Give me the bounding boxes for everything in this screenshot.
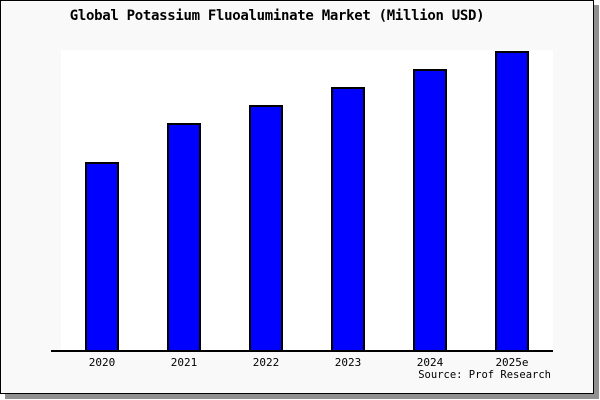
chart-title: Global Potassium Fluoaluminate Market (M… xyxy=(69,8,485,24)
bar-2020 xyxy=(85,162,119,352)
bar-2021 xyxy=(167,123,201,352)
x-tick-label-2024: 2024 xyxy=(416,356,444,369)
bar-2024 xyxy=(413,69,447,352)
x-tick-label-2025e: 2025e xyxy=(495,356,529,369)
plot-area xyxy=(61,50,553,352)
bar-2025e xyxy=(495,51,529,352)
x-tick-label-2020: 2020 xyxy=(88,356,116,369)
chart-figure: Global Potassium Fluoaluminate Market (M… xyxy=(0,0,594,394)
bar-2022 xyxy=(249,105,283,352)
bar-2023 xyxy=(331,87,365,352)
source-label: Source: Prof Research xyxy=(418,369,551,381)
x-tick-label-2023: 2023 xyxy=(334,356,362,369)
x-tick-label-2022: 2022 xyxy=(252,356,280,369)
x-axis-line xyxy=(51,350,553,352)
x-tick-label-2021: 2021 xyxy=(170,356,198,369)
